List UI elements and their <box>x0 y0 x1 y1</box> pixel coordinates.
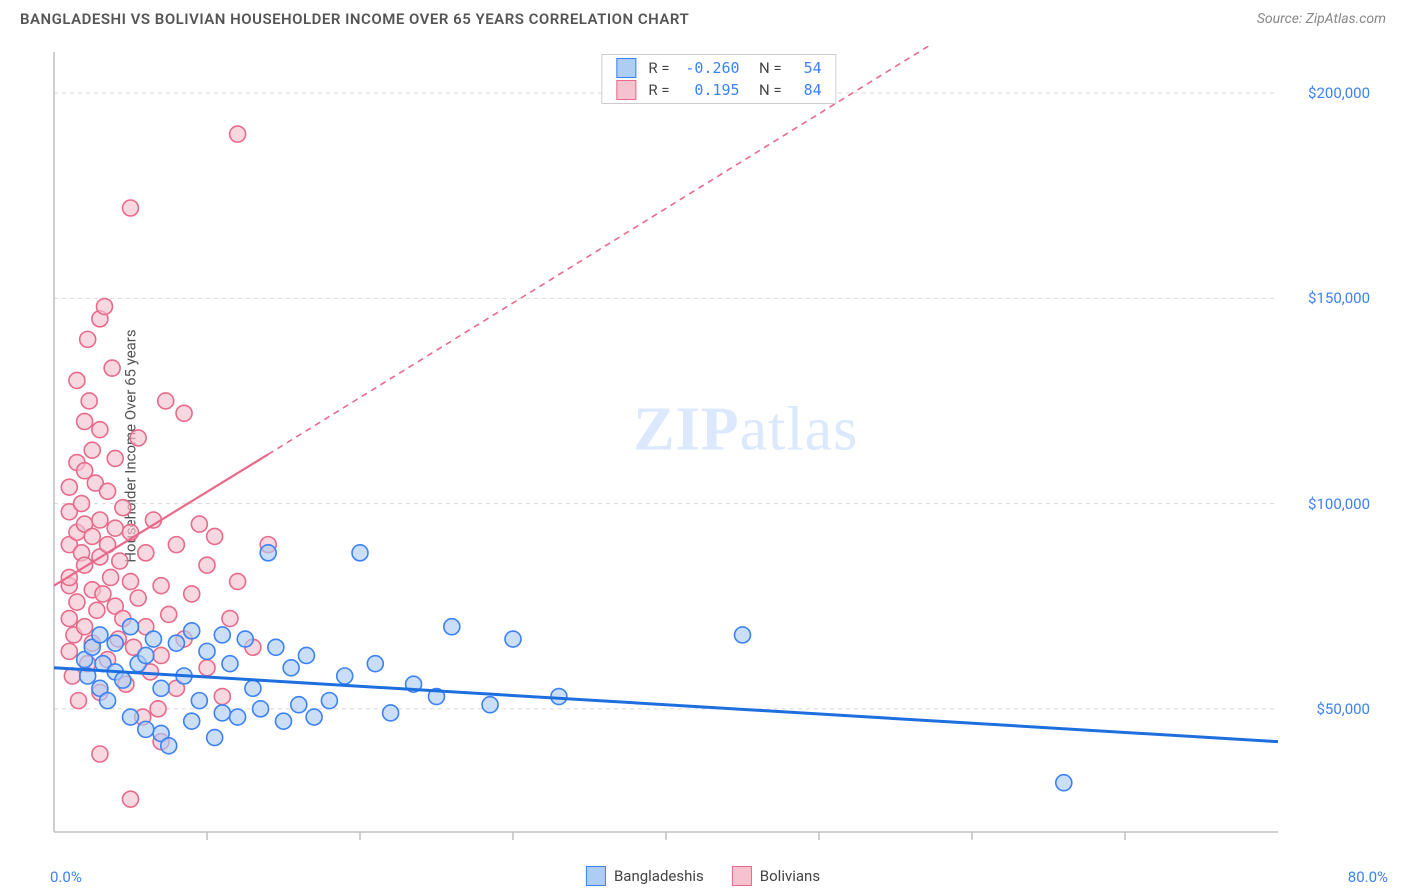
swatch-bangladeshis <box>586 866 606 886</box>
r-label: R = <box>648 59 669 77</box>
n-value: 54 <box>792 59 822 77</box>
n-label: N = <box>752 59 782 77</box>
legend-label: Bolivians <box>760 867 820 885</box>
x-axis-end: 80.0% <box>1348 868 1388 886</box>
r-value: -0.260 <box>680 59 740 77</box>
n-value: 84 <box>792 81 822 99</box>
chart-title: BANGLADESHI VS BOLIVIAN HOUSEHOLDER INCO… <box>20 10 689 28</box>
swatch-bangladeshis <box>616 58 636 78</box>
y-tick-label: $100,000 <box>1308 495 1370 513</box>
n-label: N = <box>752 81 782 99</box>
y-tick-label: $200,000 <box>1308 84 1370 102</box>
r-value: 0.195 <box>680 81 740 99</box>
y-tick-label: $50,000 <box>1316 700 1370 718</box>
stats-box: R = -0.260 N = 54 R = 0.195 N = 84 <box>601 54 836 104</box>
chart-area: R = -0.260 N = 54 R = 0.195 N = 84 ZIPat… <box>50 46 1388 862</box>
legend: Bangladeshis Bolivians <box>586 866 820 886</box>
r-label: R = <box>648 81 669 99</box>
swatch-bolivians <box>616 80 636 100</box>
x-axis-start: 0.0% <box>50 868 82 886</box>
scatter-chart <box>50 46 1388 862</box>
legend-label: Bangladeshis <box>614 867 704 885</box>
stats-row: R = 0.195 N = 84 <box>602 79 835 101</box>
y-tick-label: $150,000 <box>1308 289 1370 307</box>
legend-item-bolivians: Bolivians <box>732 866 820 886</box>
source-label: Source: ZipAtlas.com <box>1257 11 1386 27</box>
stats-row: R = -0.260 N = 54 <box>602 57 835 79</box>
legend-item-bangladeshis: Bangladeshis <box>586 866 704 886</box>
swatch-bolivians <box>732 866 752 886</box>
